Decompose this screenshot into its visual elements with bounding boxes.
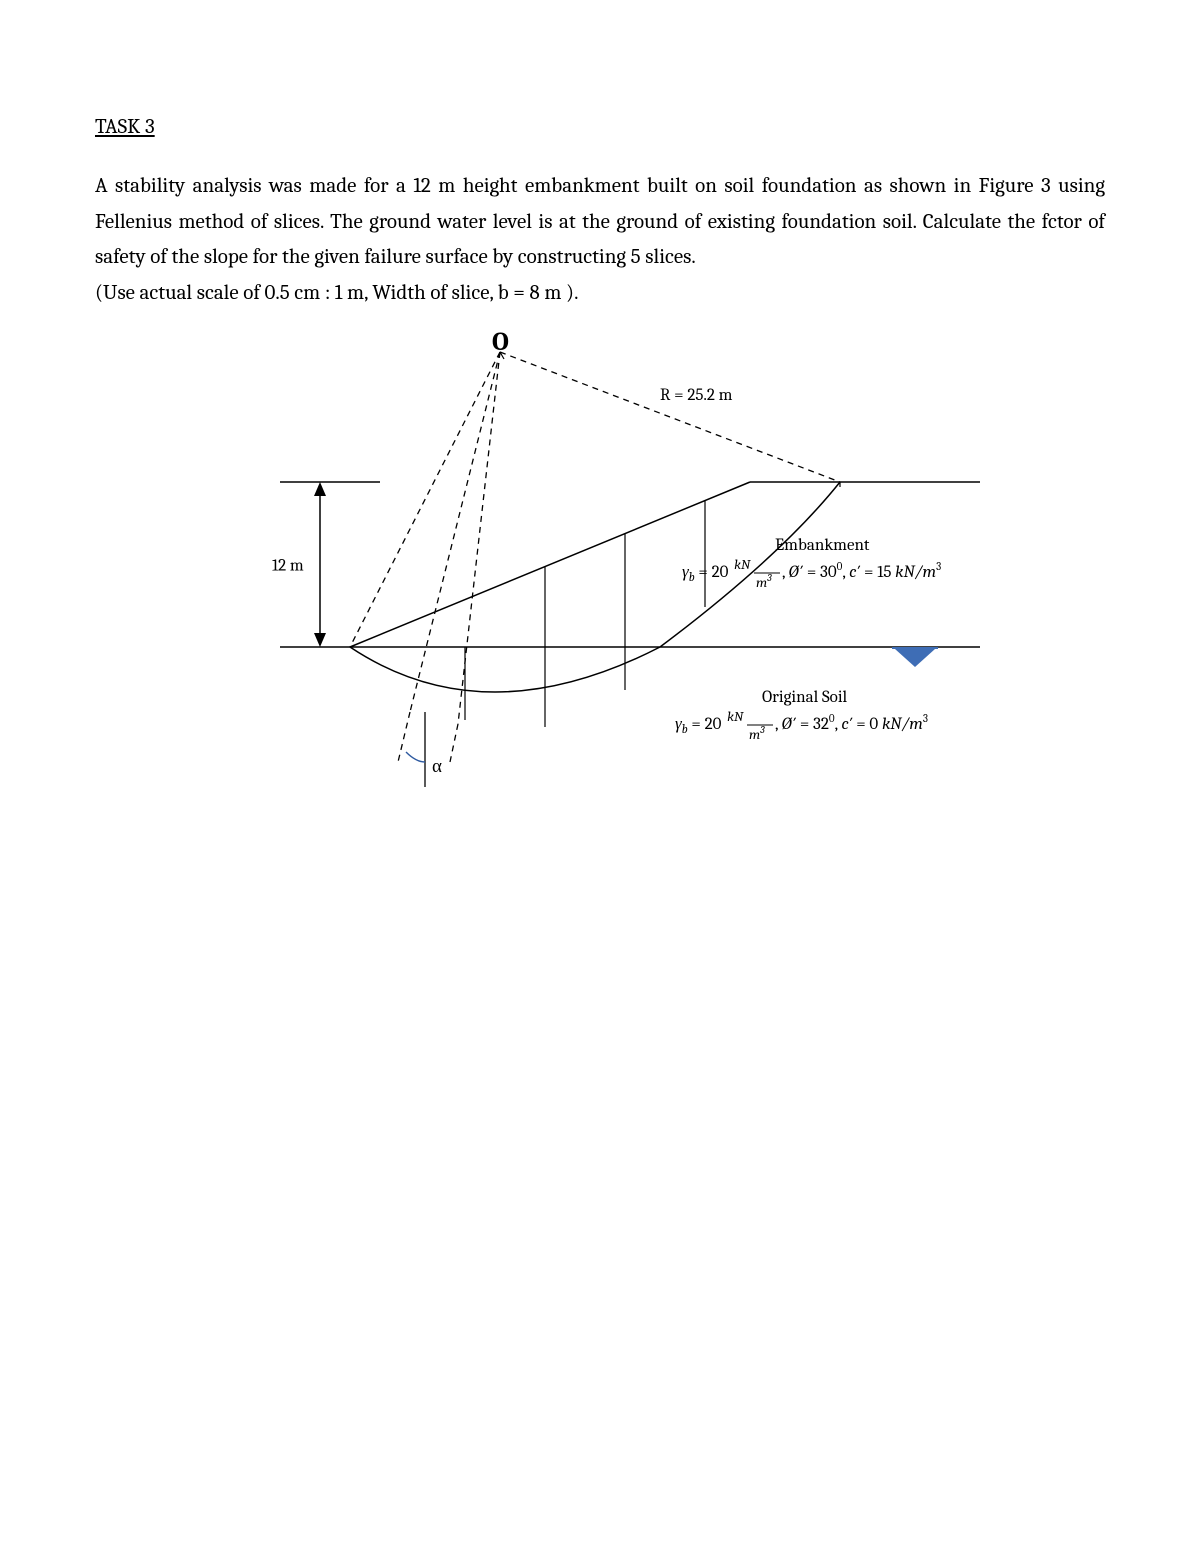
svg-text:, Ø′ = 320, c′ = 0 kN/m3: , Ø′ = 320, c′ = 0 kN/m3: [775, 712, 928, 734]
svg-text:R = 25.2 m: R = 25.2 m: [660, 386, 733, 405]
figure-3: αOR = 25.2 m12 mEmbankmentγb = 20 kNm3, …: [95, 332, 1105, 812]
svg-text:γb = 20 kN: γb = 20 kN: [682, 556, 751, 584]
task-title: TASK 3: [95, 115, 1105, 139]
svg-text:Original Soil: Original Soil: [762, 688, 848, 707]
svg-text:12 m: 12 m: [272, 556, 304, 575]
problem-paragraph-2: (Use actual scale of 0.5 cm : 1 m, Width…: [95, 276, 1105, 312]
svg-text:m3: m3: [756, 572, 772, 591]
svg-text:, Ø′ = 300, c′ = 15 kN/m3: , Ø′ = 300, c′ = 15 kN/m3: [782, 560, 941, 582]
problem-paragraph-1: A stability analysis was made for a 12 m…: [95, 169, 1105, 276]
svg-text:γb = 20 kN: γb = 20 kN: [675, 708, 744, 736]
svg-text:m3: m3: [749, 724, 765, 743]
svg-text:α: α: [432, 755, 442, 777]
svg-text:Embankment: Embankment: [775, 536, 870, 555]
